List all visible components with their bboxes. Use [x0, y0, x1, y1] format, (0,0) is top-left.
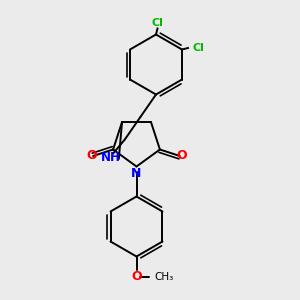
Text: Cl: Cl	[152, 18, 164, 28]
Text: Cl: Cl	[193, 43, 204, 53]
Text: O: O	[176, 149, 187, 163]
Text: CH₃: CH₃	[154, 272, 173, 282]
Text: O: O	[131, 270, 142, 283]
Text: O: O	[86, 149, 97, 163]
Text: N: N	[131, 167, 142, 180]
Text: NH: NH	[100, 151, 120, 164]
